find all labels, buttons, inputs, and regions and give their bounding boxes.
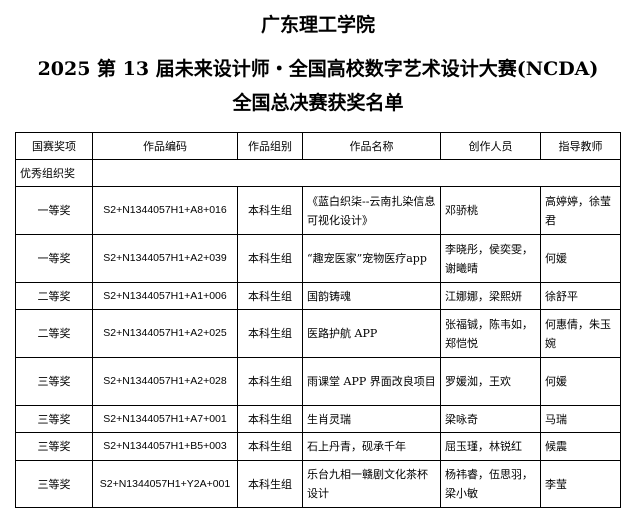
cell-work-name: 医路护航 APP bbox=[302, 309, 441, 358]
cell-work-name: 国韵铸魂 bbox=[302, 282, 441, 310]
contest-title: 2025 第 13 届未来设计师・全国高校数字艺术设计大赛(NCDA) bbox=[37, 58, 599, 80]
cell-work-name: “趣宠医家”宠物医疗app bbox=[302, 234, 441, 283]
section-label: 优秀组织奖 bbox=[15, 159, 93, 187]
cell-award: 三等奖 bbox=[15, 357, 93, 406]
cell-code: S2+N1344057H1+A7+001 bbox=[92, 405, 238, 433]
cell-creators: 张福铖，陈韦如，郑恺悦 bbox=[440, 309, 541, 358]
cell-group: 本科生组 bbox=[237, 234, 303, 283]
header-group: 作品组别 bbox=[237, 132, 303, 160]
cell-work-name: 石上丹青，砚承千年 bbox=[302, 432, 441, 461]
cell-award: 三等奖 bbox=[15, 432, 93, 461]
table-row: 一等奖 S2+N1344057H1+A2+039 本科生组 “趣宠医家”宠物医疗app… bbox=[15, 234, 621, 283]
cell-award: 三等奖 bbox=[15, 460, 93, 508]
cell-award: 二等奖 bbox=[15, 282, 93, 310]
cell-award: 一等奖 bbox=[15, 186, 93, 235]
cell-group: 本科生组 bbox=[237, 405, 303, 433]
header-code: 作品编码 bbox=[92, 132, 238, 160]
cell-award: 一等奖 bbox=[15, 234, 93, 283]
cell-creators: 屈玉瑾，林锐红 bbox=[440, 432, 541, 461]
cell-work-name: 雨课堂 APP 界面改良项目 bbox=[302, 357, 441, 406]
cell-advisor: 何媛 bbox=[540, 357, 621, 406]
cell-group: 本科生组 bbox=[237, 357, 303, 406]
school-title: 广东理工学院 bbox=[260, 14, 375, 36]
header-creators: 创作人员 bbox=[440, 132, 541, 160]
table-row: 二等奖 S2+N1344057H1+A1+006 本科生组 国韵铸魂 江娜娜，梁熙妍 徐舒… bbox=[15, 282, 621, 310]
section-row: 优秀组织奖 bbox=[15, 159, 621, 187]
cell-creators: 梁咏奇 bbox=[440, 405, 541, 433]
cell-advisor: 李莹 bbox=[540, 460, 621, 508]
section-empty bbox=[92, 159, 621, 187]
cell-group: 本科生组 bbox=[237, 460, 303, 508]
table-row: 一等奖 S2+N1344057H1+A8+016 本科生组 《蓝白织柒--云南扎染信息… bbox=[15, 186, 621, 235]
cell-group: 本科生组 bbox=[237, 282, 303, 310]
cell-code: S2+N1344057H1+B5+003 bbox=[92, 432, 238, 461]
cell-group: 本科生组 bbox=[237, 309, 303, 358]
cell-code: S2+N1344057H1+A2+028 bbox=[92, 357, 238, 406]
cell-creators: 罗媛洳，王欢 bbox=[440, 357, 541, 406]
cell-work-name: 乐台九相一赣剧文化茶杯设计 bbox=[302, 460, 441, 508]
cell-advisor: 徐舒平 bbox=[540, 282, 621, 310]
cell-advisor: 何媛 bbox=[540, 234, 621, 283]
cell-creators: 李晓彤，侯奕雯，谢曦晴 bbox=[440, 234, 541, 283]
cell-advisor: 何惠倩，朱玉婉 bbox=[540, 309, 621, 358]
list-title: 全国总决赛获奖名单 bbox=[232, 92, 404, 114]
cell-award: 三等奖 bbox=[15, 405, 93, 433]
cell-work-name: 生肖灵瑞 bbox=[302, 405, 441, 433]
cell-advisor: 马瑞 bbox=[540, 405, 621, 433]
award-table: 国赛奖项 作品编码 作品组别 作品名称 创作人员 指导教师 优秀组织奖 一等奖 S… bbox=[15, 132, 621, 508]
header-award: 国赛奖项 bbox=[15, 132, 93, 160]
cell-work-name: 《蓝白织柒--云南扎染信息可视化设计》 bbox=[302, 186, 441, 235]
cell-group: 本科生组 bbox=[237, 186, 303, 235]
header-row: 国赛奖项 作品编码 作品组别 作品名称 创作人员 指导教师 bbox=[15, 132, 621, 160]
cell-creators: 杨祎睿，伍思羽，梁小敏 bbox=[440, 460, 541, 508]
header-work-name: 作品名称 bbox=[302, 132, 441, 160]
cell-group: 本科生组 bbox=[237, 432, 303, 461]
cell-code: S2+N1344057H1+A2+039 bbox=[92, 234, 238, 283]
table-row: 三等奖 S2+N1344057H1+Y2A+001 本科生组 乐台九相一赣剧文化茶杯设… bbox=[15, 460, 621, 508]
cell-creators: 江娜娜，梁熙妍 bbox=[440, 282, 541, 310]
cell-code: S2+N1344057H1+A1+006 bbox=[92, 282, 238, 310]
cell-code: S2+N1344057H1+A8+016 bbox=[92, 186, 238, 235]
table-row: 三等奖 S2+N1344057H1+A2+028 本科生组 雨课堂 APP 界面改良项… bbox=[15, 357, 621, 406]
cell-award: 二等奖 bbox=[15, 309, 93, 358]
table-row: 三等奖 S2+N1344057H1+B5+003 本科生组 石上丹青，砚承千年 屈玉瑾，… bbox=[15, 432, 621, 461]
cell-code: S2+N1344057H1+A2+025 bbox=[92, 309, 238, 358]
cell-advisor: 候震 bbox=[540, 432, 621, 461]
cell-advisor: 高婷婷，徐莹君 bbox=[540, 186, 621, 235]
table-row: 二等奖 S2+N1344057H1+A2+025 本科生组 医路护航 APP 张福铖，陈… bbox=[15, 309, 621, 358]
cell-creators: 邓骄桃 bbox=[440, 186, 541, 235]
table-row: 三等奖 S2+N1344057H1+A7+001 本科生组 生肖灵瑞 梁咏奇 马瑞 bbox=[15, 405, 621, 433]
cell-code: S2+N1344057H1+Y2A+001 bbox=[92, 460, 238, 508]
header-advisor: 指导教师 bbox=[540, 132, 621, 160]
